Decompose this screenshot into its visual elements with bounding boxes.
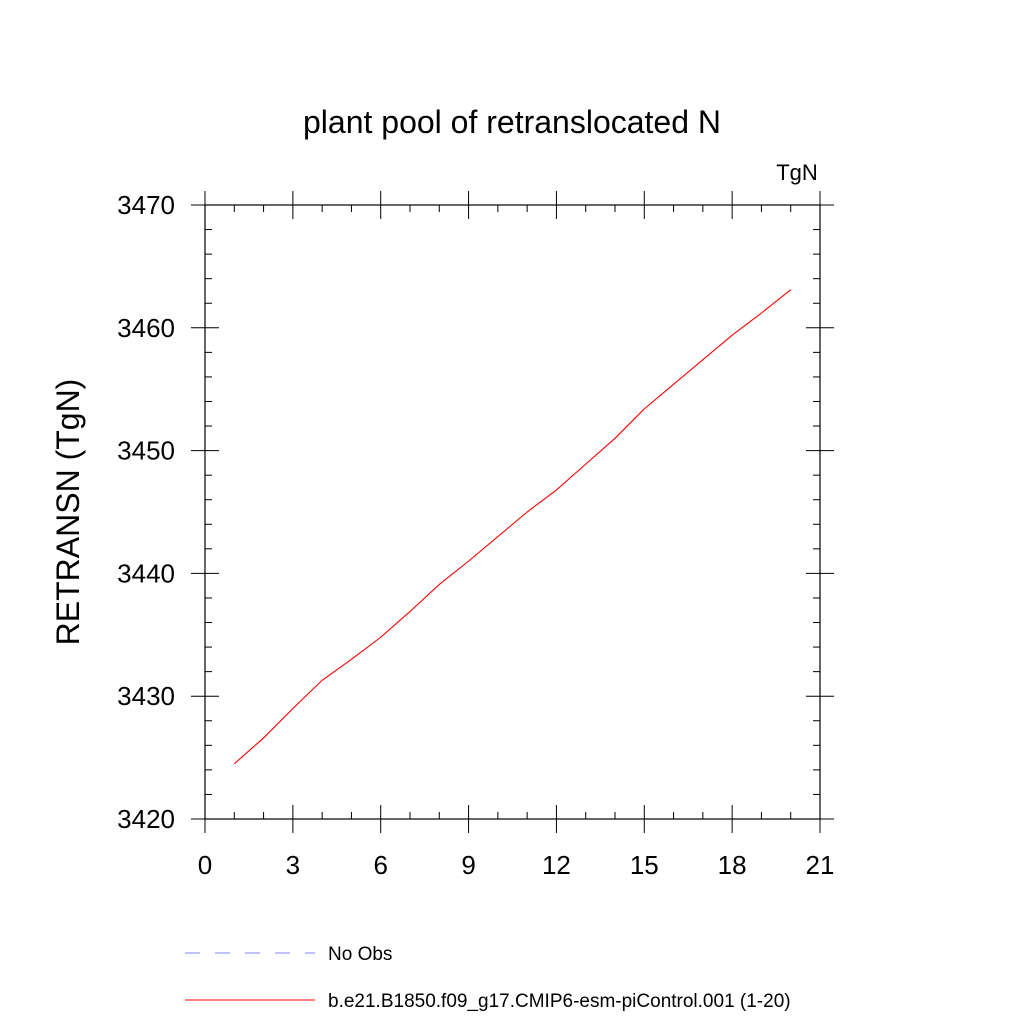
x-tick-label: 15 — [630, 850, 659, 880]
units-label: TgN — [776, 160, 818, 185]
x-tick-label: 12 — [542, 850, 571, 880]
series-line — [233, 289, 792, 765]
y-tick-label: 3430 — [117, 681, 175, 711]
y-tick-label: 3440 — [117, 558, 175, 588]
y-tick-label: 3450 — [117, 436, 175, 466]
plot-frame — [204, 204, 821, 820]
x-tick-label: 18 — [718, 850, 747, 880]
legend: No Obs b.e21.B1850.f09_g17.CMIP6-esm-piCo… — [185, 944, 791, 1012]
y-tick-label: 3460 — [117, 313, 175, 343]
x-tick-label: 0 — [198, 850, 212, 880]
y-axis-label: RETRANSN (TgN) — [50, 379, 86, 646]
chart-title: plant pool of retranslocated N — [303, 104, 721, 140]
y-tick-label: 3420 — [117, 804, 175, 834]
axis-ticks: 0 3 6 9 12 15 18 21 3420 3430 3440 3450 3460 3470 — [117, 190, 834, 880]
x-tick-label: 21 — [806, 850, 835, 880]
x-tick-label: 3 — [286, 850, 300, 880]
x-tick-label: 9 — [461, 850, 475, 880]
x-tick-label: 6 — [373, 850, 387, 880]
legend-label: No Obs — [328, 944, 392, 965]
y-tick-label: 3470 — [117, 190, 175, 220]
legend-label: b.e21.B1850.f09_g17.CMIP6-esm-piControl.… — [328, 991, 791, 1012]
series-layer — [233, 289, 792, 765]
